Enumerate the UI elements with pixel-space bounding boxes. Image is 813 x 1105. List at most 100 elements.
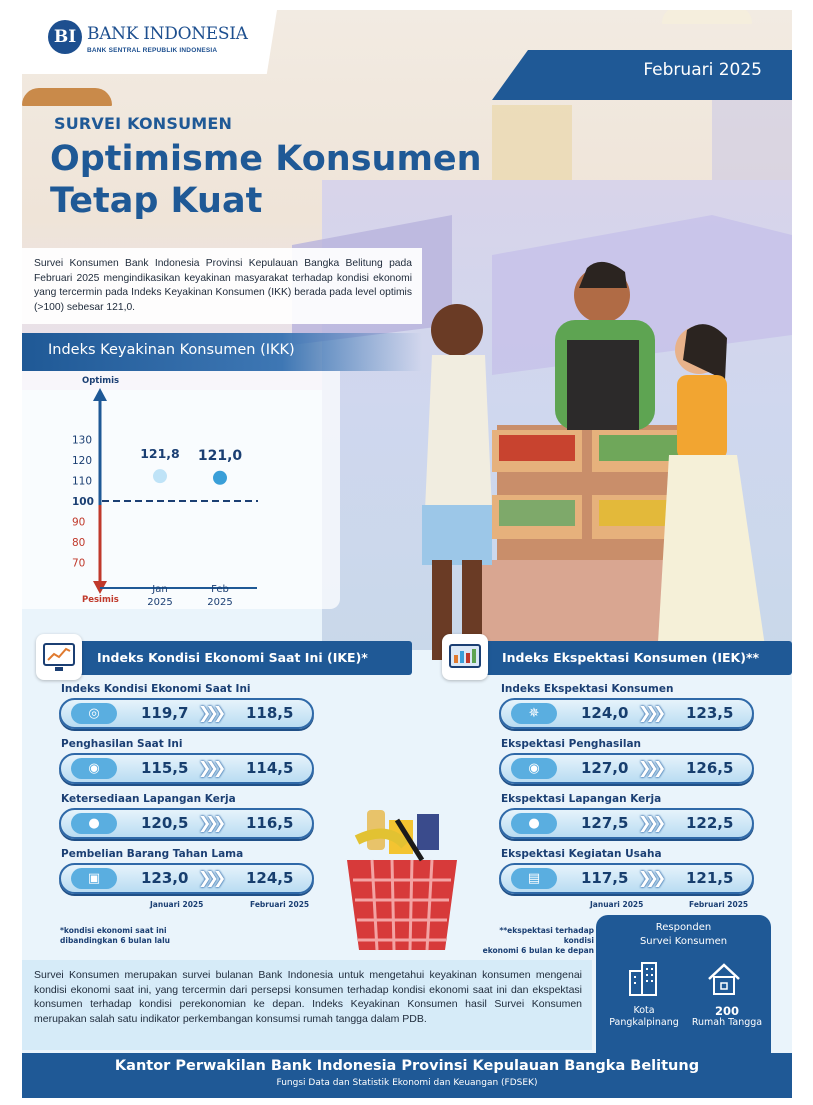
indicator-value-jan: 117,5: [581, 869, 629, 887]
ikk-point: [213, 470, 227, 485]
indicator-value-feb: 122,5: [686, 814, 734, 832]
survey-description: Survei Konsumen merupakan survei bulanan…: [22, 960, 592, 1050]
optimis-arrow-icon: [93, 388, 107, 401]
ikk-chart-card: [22, 371, 340, 609]
report-date: Februari 2025: [643, 60, 762, 80]
headline: Optimisme Konsumen Tetap Kuat: [50, 138, 530, 222]
chevrons-right-icon: ❯❯❯: [198, 868, 226, 887]
indicator-pill: ◉ 115,5 ❯❯❯ 114,5: [59, 753, 314, 784]
indicator-value-feb: 121,5: [686, 869, 734, 887]
y-tick-label: 90: [72, 517, 85, 529]
respondents-title-line-1: Responden: [655, 922, 712, 933]
kicker: SURVEI KONSUMEN: [54, 114, 233, 133]
ike-period-feb: Februari 2025: [250, 900, 310, 909]
headline-line-2: Tetap Kuat: [50, 181, 263, 221]
indicator-value-jan: 127,0: [581, 759, 629, 777]
infographic: BI BANK INDONESIA BANK SENTRAL REPUBLIK …: [22, 10, 792, 1098]
respondents-title-line-2: Survei Konsumen: [639, 936, 728, 947]
indicator-label: Penghasilan Saat Ini: [61, 738, 183, 750]
iek-footnote-line-1: **ekspektasi terhadap kondisi: [499, 926, 594, 945]
chevrons-right-icon: ❯❯❯: [638, 868, 666, 887]
y-tick-label: 100: [72, 496, 94, 508]
chevrons-right-icon: ❯❯❯: [638, 813, 666, 832]
respondents-count: 200 Rumah Tangga: [684, 1005, 770, 1029]
x-tick-label: 2025: [147, 597, 172, 608]
respondents-city: Kota Pangkalpinang: [604, 1005, 684, 1029]
indicator-pill: ◉ 127,0 ❯❯❯ 126,5: [499, 753, 754, 784]
indicator-label: Pembelian Barang Tahan Lama: [61, 848, 244, 860]
hand-money-icon: ◉: [71, 758, 117, 779]
logo-area: BI BANK INDONESIA BANK SENTRAL REPUBLIK …: [22, 10, 277, 74]
indicator-pill: ● 120,5 ❯❯❯ 116,5: [59, 808, 314, 839]
date-banner: Februari 2025: [492, 50, 792, 100]
iek-title: Indeks Ekspektasi Konsumen (IEK)**: [502, 650, 760, 665]
iek-footnote-line-2: ekonomi 6 bulan ke depan: [482, 946, 594, 955]
logo-subtitle: BANK SENTRAL REPUBLIK INDONESIA: [87, 47, 218, 54]
lamp-illustration: [22, 88, 112, 106]
respondents-count-value: 200: [714, 1004, 739, 1018]
indicator-pill: ● 127,5 ❯❯❯ 122,5: [499, 808, 754, 839]
ikk-value-label: 121,8: [140, 446, 180, 461]
iek-period-feb: Februari 2025: [689, 900, 749, 909]
y-tick-label: 80: [72, 537, 85, 549]
store-icon: ▤: [511, 868, 557, 889]
ikk-value-label: 121,0: [198, 448, 243, 464]
indicator-label: Ekspektasi Kegiatan Usaha: [501, 848, 662, 860]
indicator-value-jan: 115,5: [141, 759, 189, 777]
house-icon: [708, 963, 740, 995]
indicator-label: Indeks Kondisi Ekonomi Saat Ini: [61, 683, 251, 695]
ike-header: Indeks Kondisi Ekonomi Saat Ini (IKE)*: [72, 641, 412, 675]
lamp-illustration: [662, 10, 752, 24]
office-name: Kantor Perwakilan Bank Indonesia Provins…: [114, 1058, 700, 1074]
city-buildings-icon: [629, 962, 657, 996]
iek-footnote: **ekspektasi terhadap kondisi ekonomi 6 …: [480, 926, 594, 956]
pesimis-label: Pesimis: [82, 595, 119, 605]
shopping-basket-illustration: [347, 810, 457, 951]
chevrons-right-icon: ❯❯❯: [198, 703, 226, 722]
respondents-card: Responden Survei Konsumen Kota Pangkalpi…: [596, 915, 771, 1053]
indicator-value-feb: 116,5: [246, 814, 294, 832]
indicator-value-jan: 127,5: [581, 814, 629, 832]
chevrons-right-icon: ❯❯❯: [638, 758, 666, 777]
appliance-icon: ▣: [71, 868, 117, 889]
idea-money-icon: ✵: [511, 703, 557, 724]
indicator-label: Indeks Ekspektasi Konsumen: [501, 683, 674, 695]
indicator-value-feb: 118,5: [246, 704, 294, 722]
headline-line-1: Optimisme Konsumen: [50, 139, 482, 179]
hand-money-icon: ◉: [511, 758, 557, 779]
chevrons-right-icon: ❯❯❯: [198, 813, 226, 832]
chevrons-right-icon: ❯❯❯: [198, 758, 226, 777]
x-tick-label: Feb: [211, 584, 229, 595]
y-tick-label: 120: [72, 455, 92, 467]
vendor-scene-illustration: [422, 261, 767, 660]
department-name: Fungsi Data dan Statistik Ekonomi dan Ke…: [276, 1078, 538, 1088]
y-tick-label: 130: [72, 434, 92, 446]
job-location-icon: ●: [71, 813, 117, 834]
respondents-city-line-1: Kota: [633, 1005, 655, 1016]
iek-period-jan: Januari 2025: [590, 900, 644, 909]
indicator-label: Ekspektasi Lapangan Kerja: [501, 793, 662, 805]
optimis-label: Optimis: [82, 376, 119, 386]
respondents-city-line-2: Pangkalpinang: [609, 1017, 679, 1028]
indicator-value-feb: 126,5: [686, 759, 734, 777]
indicator-value-jan: 119,7: [141, 704, 189, 722]
indicator-value-jan: 124,0: [581, 704, 629, 722]
indicator-label: Ketersediaan Lapangan Kerja: [61, 793, 236, 805]
indicator-pill: ▣ 123,0 ❯❯❯ 124,5: [59, 863, 314, 894]
respondents-count-unit: Rumah Tangga: [691, 1017, 763, 1028]
indicator-value-jan: 120,5: [141, 814, 189, 832]
indicator-pill: ▤ 117,5 ❯❯❯ 121,5: [499, 863, 754, 894]
ike-title: Indeks Kondisi Ekonomi Saat Ini (IKE)*: [97, 650, 368, 665]
globe-money-icon: ◎: [71, 703, 117, 724]
intro-paragraph: Survei Konsumen Bank Indonesia Provinsi …: [22, 248, 422, 324]
indicator-value-jan: 123,0: [141, 869, 189, 887]
job-location-icon: ●: [511, 813, 557, 834]
y-tick-label: 110: [72, 475, 92, 487]
monitor-chart-icon: [36, 634, 82, 680]
indicator-value-feb: 114,5: [246, 759, 294, 777]
x-tick-label: Jan: [151, 584, 167, 595]
indicator-value-feb: 123,5: [686, 704, 734, 722]
ike-footnote-line-2: dibandingkan 6 bulan lalu: [60, 936, 171, 945]
footer: Kantor Perwakilan Bank Indonesia Provins…: [22, 1053, 792, 1098]
